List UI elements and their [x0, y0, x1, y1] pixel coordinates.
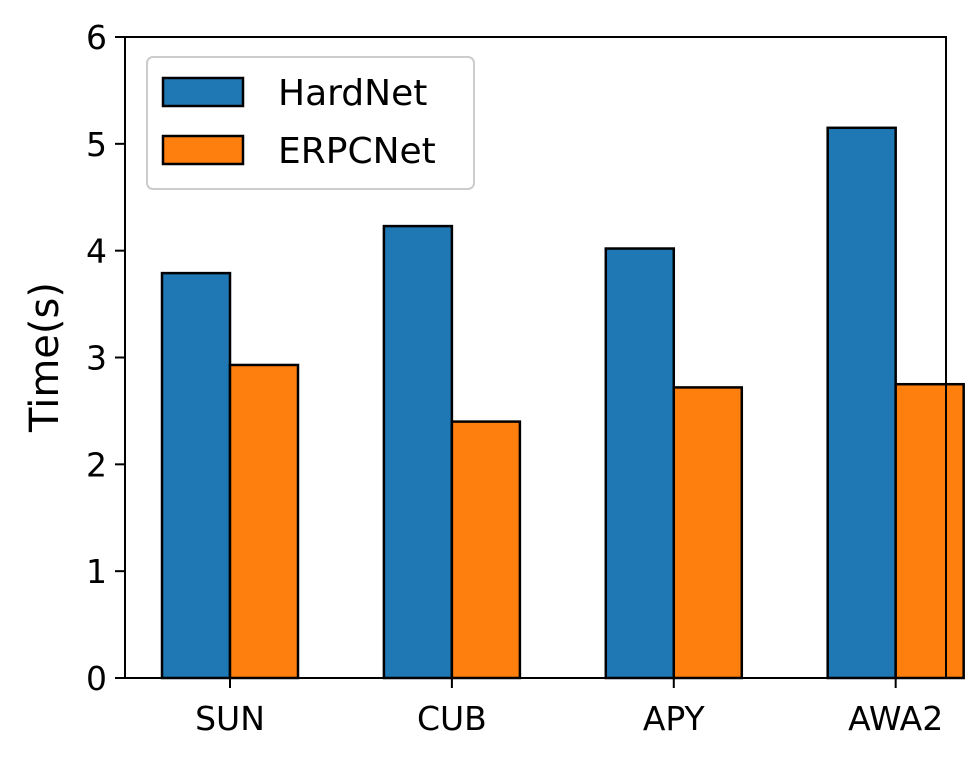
bar-erpcnet-sun: [228, 363, 300, 680]
x-tick-label: AWA2: [848, 699, 943, 738]
x-tick-label: CUB: [417, 699, 487, 738]
bar-hardnet-apy: [604, 247, 676, 680]
y-axis: 0 1 2 3 4 5 6: [86, 18, 125, 698]
y-tick-label: 3: [86, 339, 107, 378]
legend-swatch-erpcnet: [161, 134, 245, 166]
y-tick-label: 2: [86, 445, 107, 484]
legend-label-erpcnet: ERPCNet: [278, 131, 436, 172]
x-tick-label: SUN: [195, 699, 265, 738]
bar-hardnet-awa2: [826, 126, 897, 680]
y-tick-label: 4: [86, 232, 107, 271]
y-tick-label: 1: [86, 552, 107, 591]
bars-layer: [160, 126, 965, 680]
bar-erpcnet-cub: [450, 420, 522, 680]
y-tick-label: 5: [86, 125, 107, 164]
bar-hardnet-cub: [382, 224, 454, 680]
x-tick-label: APY: [643, 699, 706, 738]
legend-swatch-hardnet: [161, 76, 245, 108]
bar-hardnet-sun: [160, 271, 232, 680]
legend: HardNet ERPCNet: [146, 56, 475, 190]
x-axis: SUN CUB APY AWA2: [195, 678, 943, 738]
legend-label-hardnet: HardNet: [278, 73, 427, 114]
y-axis-title: Time(s): [22, 282, 68, 433]
y-tick-label: 6: [86, 18, 107, 57]
bar-erpcnet-apy: [672, 386, 744, 680]
bar-erpcnet-awa2: [894, 382, 965, 680]
y-tick-label: 0: [86, 659, 107, 698]
